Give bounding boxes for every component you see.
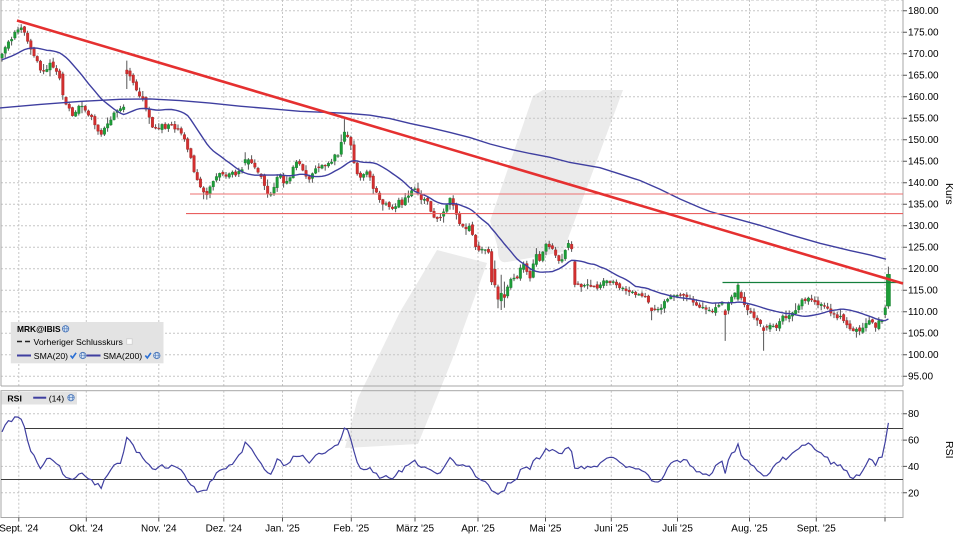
svg-text:Kurs: Kurs (943, 183, 955, 205)
svg-text:März '25: März '25 (396, 524, 434, 535)
svg-text:95.00: 95.00 (908, 372, 933, 383)
svg-text:125.00: 125.00 (908, 243, 939, 254)
svg-text:Apr. '25: Apr. '25 (461, 524, 495, 535)
svg-text:120.00: 120.00 (908, 264, 939, 275)
svg-text:Aug. '25: Aug. '25 (731, 524, 768, 535)
svg-text:20: 20 (908, 488, 920, 499)
svg-text:Dez. '24: Dez. '24 (206, 524, 243, 535)
svg-text:150.00: 150.00 (908, 135, 939, 146)
svg-text:170.00: 170.00 (908, 49, 939, 60)
svg-text:80: 80 (908, 409, 920, 420)
svg-text:155.00: 155.00 (908, 114, 939, 125)
svg-text:Okt. '24: Okt. '24 (69, 524, 104, 535)
svg-text:135.00: 135.00 (908, 200, 939, 211)
svg-text:RSI: RSI (943, 441, 955, 459)
svg-text:130.00: 130.00 (908, 221, 939, 232)
svg-text:SMA(200): SMA(200) (103, 351, 142, 361)
svg-text:Juni '25: Juni '25 (594, 524, 629, 535)
svg-text:180.00: 180.00 (908, 6, 939, 17)
svg-text:40: 40 (908, 462, 920, 473)
svg-text:115.00: 115.00 (908, 286, 938, 297)
svg-text:Juli '25: Juli '25 (662, 524, 693, 535)
svg-text:Mai '25: Mai '25 (530, 524, 562, 535)
svg-text:145.00: 145.00 (908, 157, 939, 168)
svg-text:SMA(20): SMA(20) (34, 351, 68, 361)
svg-text:(14): (14) (49, 394, 65, 404)
svg-text:160.00: 160.00 (908, 92, 939, 103)
svg-text:Jan. '25: Jan. '25 (265, 524, 300, 535)
svg-text:140.00: 140.00 (908, 178, 939, 189)
svg-text:RSI: RSI (7, 394, 21, 404)
svg-text:165.00: 165.00 (908, 71, 939, 82)
svg-text:Nov. '24: Nov. '24 (141, 524, 177, 535)
svg-text:Sept. '25: Sept. '25 (797, 524, 837, 535)
svg-text:175.00: 175.00 (908, 28, 939, 39)
svg-text:Sept. '24: Sept. '24 (0, 524, 39, 535)
svg-text:MRK@IBIS: MRK@IBIS (17, 324, 61, 334)
svg-text:Vorheriger Schlusskurs: Vorheriger Schlusskurs (34, 337, 124, 347)
svg-text:110.00: 110.00 (908, 307, 938, 318)
svg-text:Feb. '25: Feb. '25 (333, 524, 369, 535)
svg-text:60: 60 (908, 436, 920, 447)
svg-text:105.00: 105.00 (908, 329, 939, 340)
svg-text:100.00: 100.00 (908, 350, 939, 361)
